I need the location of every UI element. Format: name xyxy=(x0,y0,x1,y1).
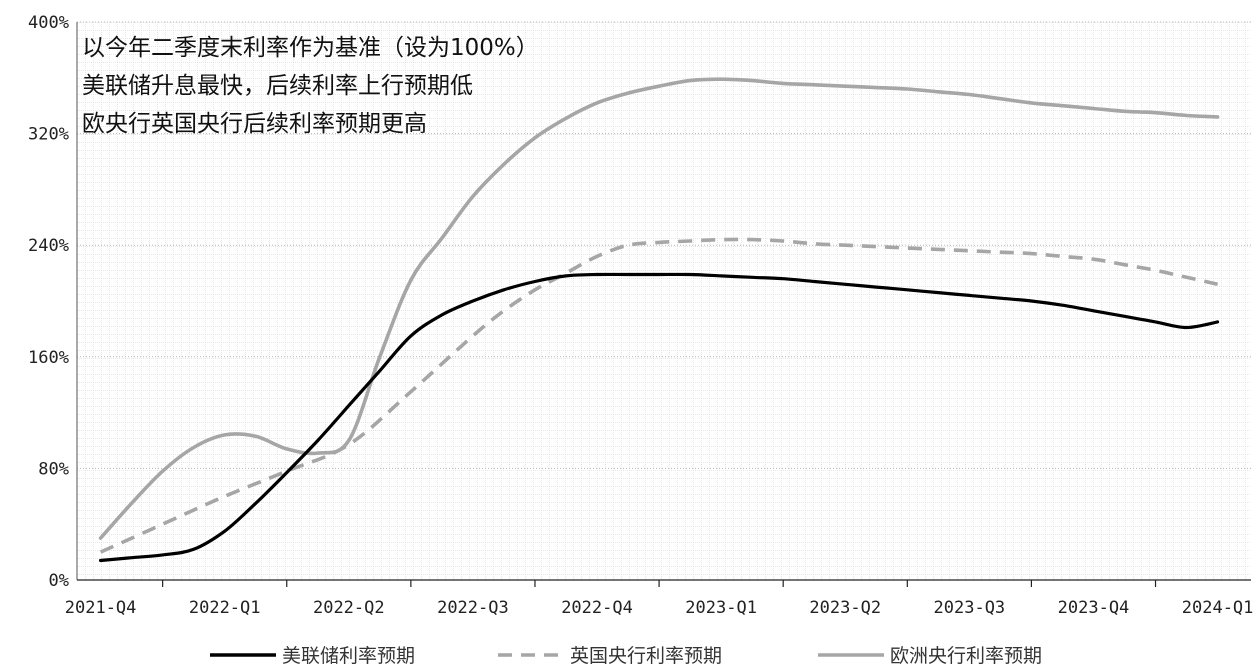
y-tick-label: 400% xyxy=(28,13,69,33)
axes: 0% 80% 160% 240% 320% 400% 2021-Q4 2022-Q1 2022-… xyxy=(28,13,1253,618)
x-tick-label: 2022-Q2 xyxy=(313,598,385,618)
legend-label: 英国央行利率预期 xyxy=(570,645,722,667)
series-layer xyxy=(98,77,1220,563)
legend: 美联储利率预期 英国央行利率预期 欧洲央行利率预期 xyxy=(210,645,1042,667)
x-tick-label: 2022-Q1 xyxy=(189,598,261,618)
y-tick-label: 240% xyxy=(28,236,69,256)
x-tick-label: 2023-Q4 xyxy=(1058,598,1130,618)
x-tick-label: 2022-Q3 xyxy=(437,598,509,618)
legend-label: 美联储利率预期 xyxy=(282,645,415,667)
annotations: 以今年二季度末利率作为基准（设为100%） 美联储升息最快，后续利率上行预期低欧央… xyxy=(82,35,539,137)
x-tick-label: 2022-Q4 xyxy=(561,598,633,618)
y-tick-label: 160% xyxy=(28,348,69,368)
major-grid xyxy=(77,21,1251,469)
x-tick-label: 2023-Q2 xyxy=(809,598,881,618)
x-tick-label: 2023-Q1 xyxy=(685,598,757,618)
y-tick-label: 320% xyxy=(28,125,69,145)
x-tick-label: 2023-Q3 xyxy=(934,598,1006,618)
x-tick-label: 2024-Q1 xyxy=(1182,598,1254,618)
y-tick-label: 0% xyxy=(49,571,69,591)
annotation-line: 美联储升息最快，后续利率上行预期低 xyxy=(82,73,473,99)
series-line-3 xyxy=(98,77,1220,540)
series-line-1 xyxy=(99,272,1220,563)
annotation-line: 以今年二季度末利率作为基准（设为100%） xyxy=(82,35,539,61)
legend-label: 欧洲央行利率预期 xyxy=(890,645,1042,667)
annotation-line: 欧央行英国央行后续利率预期更高 xyxy=(82,111,427,137)
y-tick-label: 80% xyxy=(38,459,69,479)
x-tick-label: 2021-Q4 xyxy=(65,598,137,618)
